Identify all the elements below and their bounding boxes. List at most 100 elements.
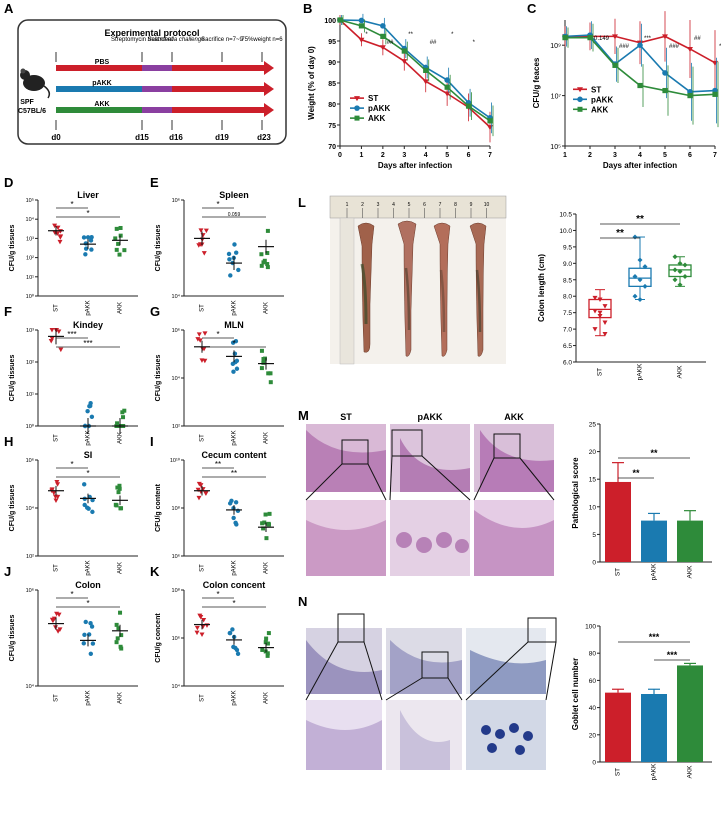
data-point	[259, 252, 264, 257]
data-point	[52, 223, 58, 229]
histology-m-top	[306, 424, 554, 492]
data-point	[117, 486, 122, 491]
data-point	[58, 347, 64, 353]
data-point	[267, 511, 272, 516]
data-point	[83, 246, 89, 251]
x-tick-label: ST	[615, 568, 622, 576]
event-weight: 75%weight n=6	[241, 37, 283, 43]
data-point	[57, 627, 63, 632]
data-point	[632, 234, 638, 240]
series-line-akk	[339, 19, 491, 122]
data-point	[261, 526, 266, 531]
x-tick-label: pAKK	[86, 690, 92, 705]
significance-label: **	[650, 448, 658, 458]
x-tick-label: AKK	[118, 432, 124, 444]
data-point	[672, 267, 678, 273]
data-point	[662, 34, 668, 40]
data-point	[122, 408, 127, 413]
data-point	[122, 248, 127, 253]
data-point	[612, 62, 618, 68]
panel-letter-c: C	[527, 1, 537, 16]
y-axis-label: CFU/g content	[155, 483, 162, 531]
data-point	[444, 84, 450, 90]
y-tick-label: 10²	[26, 554, 34, 560]
data-point	[233, 500, 239, 505]
histology-m-label-st: ST	[340, 412, 352, 422]
data-point	[401, 48, 407, 54]
significance-label: *	[86, 469, 89, 478]
data-point	[81, 235, 87, 240]
x-tick-label: 0	[338, 152, 342, 159]
mouse-label-spf: SPF	[20, 99, 34, 106]
x-tick-label: ST	[200, 434, 206, 442]
data-point	[228, 273, 233, 278]
x-tick-label: 5	[445, 152, 449, 159]
y-tick-label: 6.5	[563, 343, 572, 350]
data-point	[380, 23, 386, 29]
x-tick-label: AKK	[677, 365, 684, 379]
panel-n-histology	[305, 613, 557, 770]
data-point	[602, 332, 608, 337]
x-axis-label: Days after infection	[378, 161, 452, 170]
x-tick-label: pAKK	[232, 690, 238, 705]
data-point	[637, 257, 643, 263]
data-point	[687, 46, 693, 52]
data-point	[487, 125, 493, 131]
y-axis-label: CFU/g tissues	[155, 355, 162, 402]
y-tick-label: 0	[592, 560, 596, 567]
y-tick-label: 10⁴	[26, 216, 35, 223]
x-tick-label: AKK	[264, 692, 270, 704]
data-point	[235, 508, 241, 514]
y-tick-label: 8.0	[563, 294, 572, 301]
data-point	[114, 622, 119, 627]
data-point	[682, 262, 688, 268]
data-point	[56, 329, 62, 335]
data-point	[236, 267, 241, 273]
chart-title: Colon concent	[203, 580, 266, 590]
y-tick-label: 85	[328, 81, 336, 88]
y-axis-label: CFU/g tissues	[9, 485, 16, 532]
panel-letter-n: N	[298, 594, 307, 609]
panel-letter-k: K	[150, 564, 160, 579]
data-point	[358, 23, 365, 29]
bar	[677, 665, 703, 762]
y-tick-label: 100	[324, 18, 336, 25]
data-point	[587, 35, 593, 41]
data-point	[54, 611, 60, 617]
y-tick-label: 10⁶	[26, 457, 34, 464]
significance-label: *	[70, 590, 73, 599]
data-point	[115, 636, 120, 641]
data-point	[83, 241, 88, 246]
y-tick-label: 0	[592, 760, 596, 767]
panel-letter-m: M	[298, 408, 309, 423]
x-tick-label: pAKK	[232, 560, 238, 575]
data-point	[88, 620, 93, 626]
y-tick-label: 80	[589, 651, 597, 658]
y-tick-label: 10⁸	[172, 587, 180, 594]
data-point	[198, 615, 204, 620]
data-point	[50, 618, 56, 624]
data-point	[262, 520, 267, 525]
x-tick-label: 6	[467, 152, 471, 159]
chart-colon-scatter: Colon CFU/g tissues 10⁴ 10⁶ ST pAKK AKK * *	[9, 580, 138, 706]
data-point	[116, 490, 121, 495]
y-tick-label: 20	[589, 449, 597, 456]
x-tick-label: AKK	[264, 302, 270, 314]
significance-label: *	[70, 200, 73, 209]
data-point	[662, 70, 668, 76]
data-point	[632, 273, 638, 279]
legend-label: AKK	[368, 114, 386, 123]
chart-liver-scatter: Liver CFU/g tissues 10⁰ 10¹ 10² 10³ 10⁴ 10⁵ ST pA…	[9, 190, 138, 316]
ruler-tick-label: 4	[392, 202, 395, 208]
panel-letter-e: E	[150, 175, 159, 190]
data-point	[465, 103, 472, 109]
data-point	[88, 651, 94, 656]
data-point	[196, 495, 202, 501]
data-point	[234, 647, 240, 653]
data-point	[358, 37, 365, 43]
data-point	[337, 17, 343, 23]
legend-marker	[354, 105, 360, 111]
data-point	[234, 366, 240, 371]
data-point	[268, 380, 273, 385]
data-point	[597, 313, 603, 319]
